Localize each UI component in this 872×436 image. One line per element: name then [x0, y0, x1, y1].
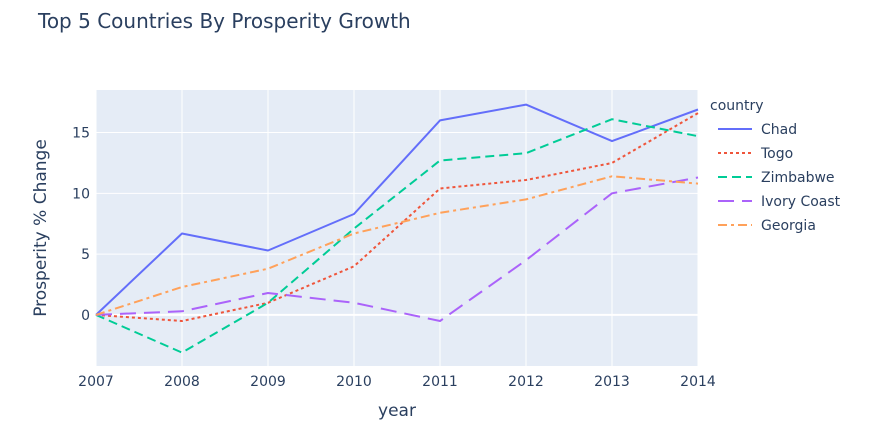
x-tick-label: 2009: [250, 374, 286, 390]
legend-label: Georgia: [761, 218, 816, 234]
legend-item-chad[interactable]: Chad: [718, 122, 797, 138]
x-tick-label: 2014: [680, 374, 716, 390]
x-tick-label: 2011: [422, 374, 458, 390]
legend-title: country: [710, 98, 764, 114]
gridlines: [95, 90, 699, 366]
y-tick-label: 5: [81, 247, 90, 263]
x-axis-title: year: [378, 401, 416, 421]
x-tick-label: 2013: [594, 374, 630, 390]
series-line-zimbabwe: [95, 118, 699, 354]
x-axis-ticks: 2007 2008 2009 2010 2011 2012 2013 2014: [78, 374, 716, 390]
x-tick-label: 2012: [508, 374, 544, 390]
x-tick-label: 2007: [78, 374, 114, 390]
legend-label: Zimbabwe: [761, 170, 835, 186]
legend-item-ivory-coast[interactable]: Ivory Coast: [718, 194, 841, 210]
series-line-georgia: [95, 175, 699, 316]
legend-item-georgia[interactable]: Georgia: [718, 218, 816, 234]
chart-title: Top 5 Countries By Prosperity Growth: [37, 9, 411, 33]
x-tick-label: 2010: [336, 374, 372, 390]
x-tick-label: 2008: [164, 374, 200, 390]
y-tick-label: 10: [72, 186, 90, 202]
series-line-togo: [95, 112, 699, 322]
legend-item-zimbabwe[interactable]: Zimbabwe: [718, 170, 835, 186]
y-axis-ticks: 0 5 10 15: [72, 126, 90, 324]
legend-label: Chad: [761, 122, 797, 138]
series-lines: [95, 103, 699, 354]
legend-item-togo[interactable]: Togo: [718, 146, 793, 162]
series-line-ivory-coast: [95, 176, 699, 322]
y-tick-label: 15: [72, 126, 90, 142]
legend-label: Togo: [760, 146, 793, 162]
y-axis-title: Prosperity % Change: [31, 139, 51, 317]
legend-label: Ivory Coast: [761, 194, 841, 210]
y-tick-label: 0: [81, 308, 90, 324]
series-line-chad: [95, 103, 699, 316]
legend: country Chad Togo Zimbabwe Ivory Coast Georg…: [710, 98, 841, 234]
